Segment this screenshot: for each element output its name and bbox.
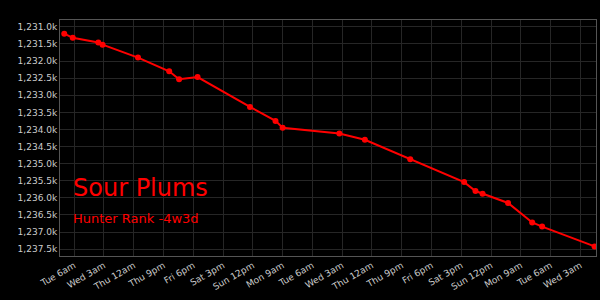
svg-text:Tue 6am: Tue 6am xyxy=(277,260,316,288)
svg-text:Thu 12am: Thu 12am xyxy=(330,260,375,292)
svg-text:1,237.0k: 1,237.0k xyxy=(18,227,58,237)
svg-text:1,234.5k: 1,234.5k xyxy=(18,142,58,152)
svg-text:Thu 9pm: Thu 9pm xyxy=(364,260,404,289)
svg-text:Hunter Rank -4w3d: Hunter Rank -4w3d xyxy=(73,211,199,226)
svg-text:1,232.5k: 1,232.5k xyxy=(18,73,58,83)
svg-text:1,236.5k: 1,236.5k xyxy=(18,210,58,220)
svg-text:Sat 3pm: Sat 3pm xyxy=(189,260,227,288)
svg-text:Tue 6am: Tue 6am xyxy=(515,260,554,288)
svg-text:Fri 6pm: Fri 6pm xyxy=(400,260,434,286)
svg-text:Tue 6am: Tue 6am xyxy=(38,260,77,288)
svg-text:Sun 12pm: Sun 12pm xyxy=(211,260,256,292)
svg-text:Fri 6pm: Fri 6pm xyxy=(162,260,196,286)
svg-text:1,236.0k: 1,236.0k xyxy=(18,193,58,203)
svg-text:Wed 3am: Wed 3am xyxy=(304,260,346,290)
svg-text:1,231.5k: 1,231.5k xyxy=(18,39,58,49)
svg-text:1,235.0k: 1,235.0k xyxy=(18,159,58,169)
svg-text:1,237.5k: 1,237.5k xyxy=(18,244,58,254)
svg-text:Sat 3pm: Sat 3pm xyxy=(427,260,465,288)
svg-text:Thu 9pm: Thu 9pm xyxy=(126,260,166,289)
svg-text:Thu 12am: Thu 12am xyxy=(92,260,137,292)
svg-text:Sun 12pm: Sun 12pm xyxy=(450,260,495,292)
svg-text:1,231.0k: 1,231.0k xyxy=(18,22,58,32)
svg-text:Wed 3am: Wed 3am xyxy=(65,260,107,290)
svg-text:1,232.0k: 1,232.0k xyxy=(18,56,58,66)
svg-text:Mon 9am: Mon 9am xyxy=(483,260,524,290)
svg-text:1,233.5k: 1,233.5k xyxy=(18,108,58,118)
svg-text:Mon 9am: Mon 9am xyxy=(245,260,286,290)
svg-text:Wed 3am: Wed 3am xyxy=(542,260,584,290)
svg-text:1,235.5k: 1,235.5k xyxy=(18,176,58,186)
svg-text:Sour Plums: Sour Plums xyxy=(73,174,208,202)
svg-text:1,234.0k: 1,234.0k xyxy=(18,125,58,135)
svg-text:1,233.0k: 1,233.0k xyxy=(18,90,58,100)
